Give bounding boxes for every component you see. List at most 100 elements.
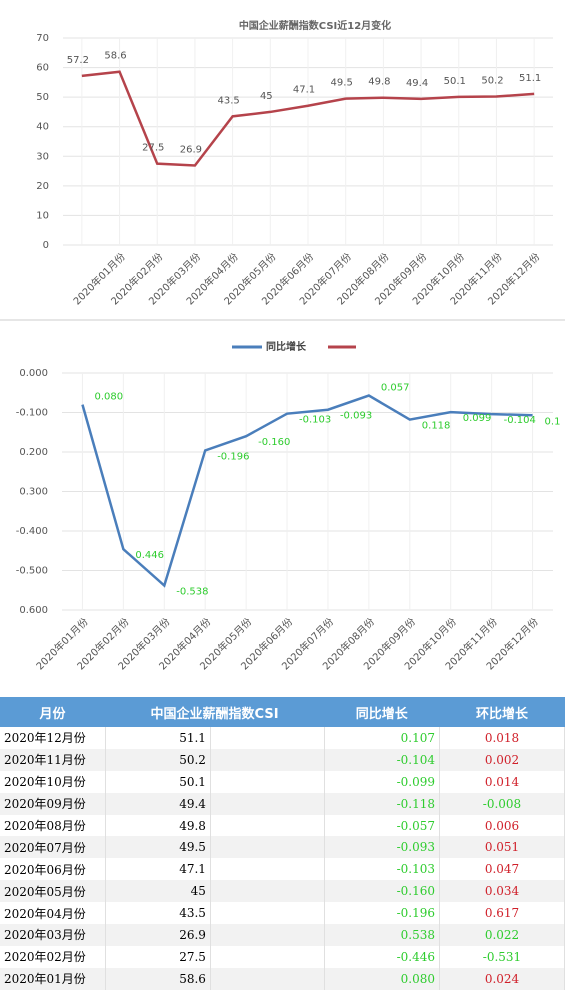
empty-cell xyxy=(210,792,325,815)
table-cell: -0.118 xyxy=(324,792,440,815)
empty-cell xyxy=(210,748,325,771)
y-tick-label: -0.500 xyxy=(16,566,48,577)
table-cell: -0.160 xyxy=(324,880,440,903)
data-label: 50.1 xyxy=(444,76,466,87)
data-label: 0.099 xyxy=(463,413,492,424)
table-cell: -0.099 xyxy=(324,770,440,793)
table-row: 2020年01月份 58.6 0.080 0.024 xyxy=(0,967,565,990)
table-cell: 58.6 xyxy=(105,967,211,990)
table-cell: 2020年10月份 xyxy=(0,770,106,793)
table-cell: 49.8 xyxy=(105,814,211,837)
legend-label: 同比增长 xyxy=(266,340,307,353)
table-cell: 50.1 xyxy=(105,770,211,793)
empty-cell xyxy=(210,924,325,946)
table-cell: -0.104 xyxy=(324,748,440,771)
table-row: 2020年11月份 50.2 -0.104 0.002 xyxy=(0,748,565,771)
table-cell: 0.047 xyxy=(439,858,565,881)
header-cell: 中国企业薪酬指数CSI xyxy=(105,697,325,727)
header-cell: 环比增长 xyxy=(439,697,565,727)
table-cell: 0.002 xyxy=(439,748,565,771)
header-row: 月份 中国企业薪酬指数CSI 同比增长 环比增长 xyxy=(0,697,565,727)
empty-cell xyxy=(210,836,325,859)
data-label: -0.103 xyxy=(299,415,331,426)
table-cell: -0.103 xyxy=(324,858,440,881)
data-label: 27.5 xyxy=(142,143,164,154)
chart-title: 中国企业薪酬指数CSI近12月变化 xyxy=(239,19,391,32)
y-tick-label: -0.100 xyxy=(16,408,48,419)
table-row: 2020年08月份 49.8 -0.057 0.006 xyxy=(0,814,565,837)
table-cell: 49.4 xyxy=(105,792,211,815)
table-cell: 2020年12月份 xyxy=(0,727,106,749)
table-cell: -0.446 xyxy=(324,945,440,968)
table-cell: 0.051 xyxy=(439,836,565,859)
y-tick-label: 0 xyxy=(43,240,49,251)
y-tick-label: 0.600 xyxy=(19,605,48,616)
data-label: -0.093 xyxy=(340,411,372,422)
table-cell: 2020年02月份 xyxy=(0,945,106,968)
data-label: 0.1 xyxy=(545,416,561,427)
empty-cell xyxy=(210,858,325,881)
table-cell: 0.538 xyxy=(324,924,440,946)
y-tick-label: 70 xyxy=(36,33,49,44)
table-cell: 2020年07月份 xyxy=(0,836,106,859)
data-table: 月份 中国企业薪酬指数CSI 同比增长 环比增长 2020年12月份 51.1 0.107 0… xyxy=(0,697,565,990)
y-tick-label: 0.300 xyxy=(19,487,48,498)
y-tick-label: 0.000 xyxy=(19,368,48,379)
table-cell: -0.531 xyxy=(439,945,565,968)
table-cell: 43.5 xyxy=(105,902,211,925)
y-tick-label: 10 xyxy=(36,210,49,221)
table-cell: 45 xyxy=(105,880,211,903)
table-cell: 2020年11月份 xyxy=(0,748,106,771)
data-label: 57.2 xyxy=(67,55,89,66)
data-label: 26.9 xyxy=(180,144,202,155)
data-label: 0.446 xyxy=(135,550,164,561)
table-cell: -0.093 xyxy=(324,836,440,859)
data-line xyxy=(81,70,535,167)
empty-cell xyxy=(210,967,325,990)
table-cell: 49.5 xyxy=(105,836,211,859)
table-cell: 26.9 xyxy=(105,924,211,946)
table-cell: 0.024 xyxy=(439,967,565,990)
table-row: 2020年04月份 43.5 -0.196 0.617 xyxy=(0,902,565,925)
y-tick-label: 20 xyxy=(36,181,49,192)
data-label: -0.160 xyxy=(258,437,290,448)
y-tick-label: 0.200 xyxy=(19,447,48,458)
header-cell: 月份 xyxy=(0,697,106,727)
data-label: 0.118 xyxy=(422,421,451,432)
data-label: 50.2 xyxy=(481,76,503,87)
table-cell: 0.107 xyxy=(324,727,440,749)
table-row: 2020年07月份 49.5 -0.093 0.051 xyxy=(0,836,565,859)
data-label: 58.6 xyxy=(104,51,126,62)
table-cell: 50.2 xyxy=(105,748,211,771)
table-cell: 2020年05月份 xyxy=(0,880,106,903)
y-tick-label: 40 xyxy=(36,122,49,133)
empty-cell xyxy=(210,902,325,925)
y-tick-label: -0.400 xyxy=(16,526,48,537)
table-cell: 2020年09月份 xyxy=(0,792,106,815)
table-row: 2020年10月份 50.1 -0.099 0.014 xyxy=(0,770,565,793)
data-label: 49.5 xyxy=(331,78,353,89)
table-row: 2020年06月份 47.1 -0.103 0.047 xyxy=(0,858,565,881)
table-cell: 0.617 xyxy=(439,902,565,925)
table-row: 2020年09月份 49.4 -0.118 -0.008 xyxy=(0,792,565,815)
table-cell: 0.034 xyxy=(439,880,565,903)
data-label: 45 xyxy=(260,91,273,102)
empty-cell xyxy=(210,880,325,903)
table-row: 2020年05月份 45 -0.160 0.034 xyxy=(0,880,565,903)
data-label: -0.538 xyxy=(176,587,208,598)
data-label: 49.8 xyxy=(368,77,390,88)
empty-cell xyxy=(210,727,325,749)
y-tick-label: 30 xyxy=(36,151,49,162)
data-label: 0.080 xyxy=(94,392,123,403)
table-cell: 2020年08月份 xyxy=(0,814,106,837)
table-cell: 27.5 xyxy=(105,945,211,968)
table-cell: -0.057 xyxy=(324,814,440,837)
data-line xyxy=(81,394,533,588)
charts: 中国企业薪酬指数CSI近12月变化0102030405060702020年01月… xyxy=(0,19,565,672)
empty-cell xyxy=(210,945,325,968)
table-cell: 2020年03月份 xyxy=(0,924,106,946)
data-label: 0.057 xyxy=(381,383,410,394)
y-tick-label: 60 xyxy=(36,63,49,74)
table-cell: 0.080 xyxy=(324,967,440,990)
